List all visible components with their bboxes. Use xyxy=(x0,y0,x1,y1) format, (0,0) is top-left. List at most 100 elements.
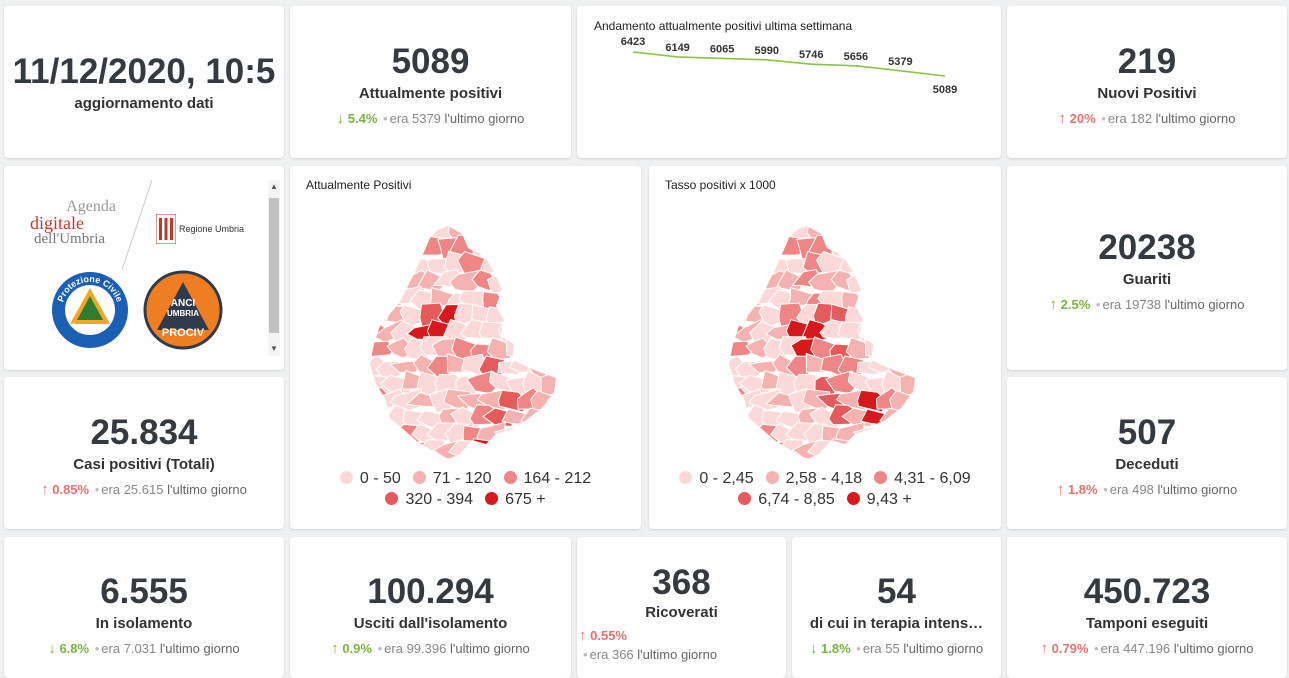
municipality[interactable] xyxy=(910,405,939,431)
municipality[interactable] xyxy=(382,234,413,259)
municipality[interactable] xyxy=(932,373,962,392)
municipality[interactable] xyxy=(582,389,611,413)
municipality[interactable] xyxy=(361,423,387,445)
municipality[interactable] xyxy=(880,238,908,258)
municipality[interactable] xyxy=(921,355,948,375)
municipality[interactable] xyxy=(424,457,458,475)
municipality[interactable] xyxy=(516,338,554,358)
municipality[interactable] xyxy=(507,218,542,243)
municipality[interactable] xyxy=(897,233,928,259)
municipality[interactable] xyxy=(909,320,934,341)
legend-item[interactable]: 0 - 50 xyxy=(339,468,401,489)
municipality[interactable] xyxy=(783,457,817,475)
municipality[interactable] xyxy=(902,355,933,377)
municipality[interactable] xyxy=(875,338,913,358)
municipality[interactable] xyxy=(470,235,502,258)
municipality[interactable] xyxy=(544,425,572,446)
municipality[interactable] xyxy=(900,442,923,461)
municipality[interactable] xyxy=(551,405,580,431)
municipality[interactable] xyxy=(532,336,571,362)
municipality[interactable] xyxy=(550,241,586,258)
municipality[interactable] xyxy=(568,304,605,320)
municipality[interactable] xyxy=(498,225,523,243)
municipality[interactable] xyxy=(891,423,920,445)
municipality[interactable] xyxy=(554,268,588,292)
municipality[interactable] xyxy=(584,325,614,344)
municipality[interactable] xyxy=(531,219,556,244)
municipality[interactable] xyxy=(867,353,904,373)
municipality[interactable] xyxy=(929,271,961,289)
municipality[interactable] xyxy=(920,253,952,275)
municipality[interactable] xyxy=(552,340,582,360)
municipality[interactable] xyxy=(864,439,893,463)
municipality[interactable] xyxy=(943,325,973,344)
municipality[interactable] xyxy=(581,252,614,277)
municipality[interactable] xyxy=(819,219,850,238)
scrollbar-thumb[interactable] xyxy=(269,198,279,333)
municipality[interactable] xyxy=(372,255,406,276)
municipality[interactable] xyxy=(847,238,877,261)
municipality[interactable] xyxy=(856,293,886,306)
municipality[interactable] xyxy=(941,292,967,309)
municipality[interactable] xyxy=(910,440,942,460)
municipality[interactable] xyxy=(568,236,603,255)
municipality[interactable] xyxy=(365,234,397,259)
municipality[interactable] xyxy=(865,270,896,291)
municipality[interactable] xyxy=(944,422,969,447)
municipality[interactable] xyxy=(478,321,511,341)
municipality[interactable] xyxy=(829,235,861,258)
municipality[interactable] xyxy=(366,438,402,463)
municipality[interactable] xyxy=(903,425,931,446)
municipality[interactable] xyxy=(525,286,559,312)
municipality[interactable] xyxy=(562,355,589,375)
municipality[interactable] xyxy=(891,252,917,277)
municipality[interactable] xyxy=(588,235,617,253)
municipality[interactable] xyxy=(844,442,872,462)
municipality[interactable] xyxy=(487,269,519,294)
municipality[interactable] xyxy=(741,234,772,259)
municipality[interactable] xyxy=(528,319,561,346)
municipality[interactable] xyxy=(731,219,767,244)
municipality[interactable] xyxy=(545,218,574,240)
logos-scrollbar[interactable]: ▲ ▼ xyxy=(268,180,280,356)
municipality[interactable] xyxy=(717,220,749,243)
legend-item[interactable]: 4,31 - 6,09 xyxy=(874,468,971,489)
municipality[interactable] xyxy=(563,219,593,243)
municipality[interactable] xyxy=(931,405,957,426)
municipality[interactable] xyxy=(857,225,882,243)
municipality[interactable] xyxy=(568,340,603,362)
municipality[interactable] xyxy=(532,423,561,445)
municipality[interactable] xyxy=(879,407,907,431)
municipality[interactable] xyxy=(521,270,549,290)
municipality[interactable] xyxy=(522,440,551,462)
legend-item[interactable]: 9,43 + xyxy=(846,489,912,510)
legend-item[interactable]: 320 - 394 xyxy=(385,489,473,510)
municipality[interactable] xyxy=(548,292,574,309)
municipality[interactable] xyxy=(586,407,621,429)
municipality[interactable] xyxy=(880,307,907,326)
municipality[interactable] xyxy=(591,374,620,391)
municipality[interactable] xyxy=(749,220,780,239)
municipality[interactable] xyxy=(921,325,952,341)
municipality[interactable] xyxy=(585,422,610,447)
municipality[interactable] xyxy=(899,370,927,397)
municipality[interactable] xyxy=(507,237,533,256)
municipality[interactable] xyxy=(866,218,901,243)
municipality[interactable] xyxy=(515,291,542,310)
municipality[interactable] xyxy=(905,389,935,411)
municipality[interactable] xyxy=(561,253,593,275)
municipality[interactable] xyxy=(564,287,591,307)
scroll-up-icon[interactable]: ▲ xyxy=(270,182,278,191)
municipality[interactable] xyxy=(591,304,616,325)
municipality[interactable] xyxy=(591,439,621,463)
municipality[interactable] xyxy=(544,256,581,274)
municipality[interactable] xyxy=(573,373,603,392)
municipality[interactable] xyxy=(927,340,962,362)
municipality[interactable] xyxy=(945,407,980,429)
municipality[interactable] xyxy=(893,405,926,431)
municipality[interactable] xyxy=(907,292,933,309)
municipality[interactable] xyxy=(508,422,540,447)
municipality[interactable] xyxy=(580,222,613,243)
municipality[interactable] xyxy=(534,405,567,431)
municipality[interactable] xyxy=(551,440,583,460)
